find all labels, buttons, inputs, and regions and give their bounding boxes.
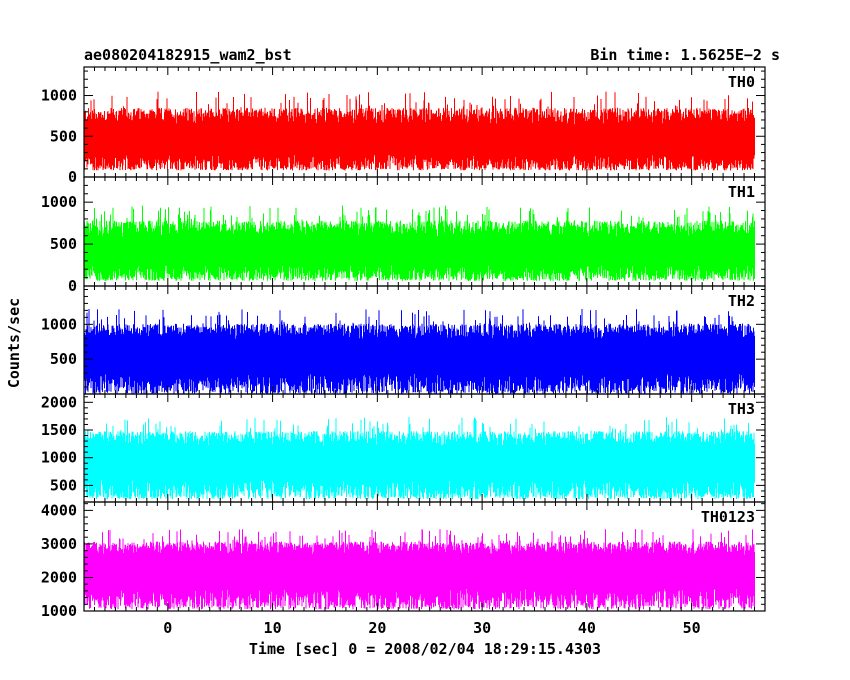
x-tick-label: 50 [683,619,701,637]
panel-label-th0: TH0 [728,73,755,91]
y-tick-label: 500 [50,127,77,145]
chart-title-left: ae080204182915_wam2_bst [84,46,292,64]
y-tick-label: 1000 [41,315,77,333]
chart-title-right: Bin time: 1.5625E−2 s [590,46,780,64]
x-tick-label: 40 [578,619,596,637]
panel-label-th0123: TH0123 [701,508,755,526]
y-tick-label: 500 [50,476,77,494]
panel-label-th2: TH2 [728,292,755,310]
light-curve-th0123 [84,529,755,610]
x-tick-label: 30 [473,619,491,637]
light-curve-th1 [84,205,755,281]
y-axis-label: Counts/sec [5,298,23,388]
y-tick-label: 0 [68,168,77,186]
x-tick-label: 20 [368,619,386,637]
light-curve-th2 [84,309,755,394]
panel-label-th3: TH3 [728,400,755,418]
y-tick-label: 1000 [41,193,77,211]
y-tick-label: 3000 [41,535,77,553]
x-axis-label: Time [sec] 0 = 2008/02/04 18:29:15.4303 [249,640,601,658]
y-tick-label: 1500 [41,421,77,439]
y-tick-label: 500 [50,350,77,368]
panels-group: 05001000TH005001000TH15001000TH250010001… [41,66,766,637]
y-tick-label: 500 [50,235,77,253]
x-tick-label: 0 [163,619,172,637]
y-tick-label: 2000 [41,568,77,586]
y-tick-label: 0 [68,277,77,295]
y-tick-label: 4000 [41,501,77,519]
y-tick-label: 1000 [41,602,77,620]
x-tick-label: 10 [264,619,282,637]
y-tick-label: 1000 [41,87,77,105]
y-tick-label: 2000 [41,393,77,411]
light-curve-th3 [84,417,755,500]
light-curve-th0 [84,91,755,171]
panel-frame [83,501,766,612]
panel-label-th1: TH1 [728,183,755,201]
y-tick-label: 1000 [41,449,77,467]
